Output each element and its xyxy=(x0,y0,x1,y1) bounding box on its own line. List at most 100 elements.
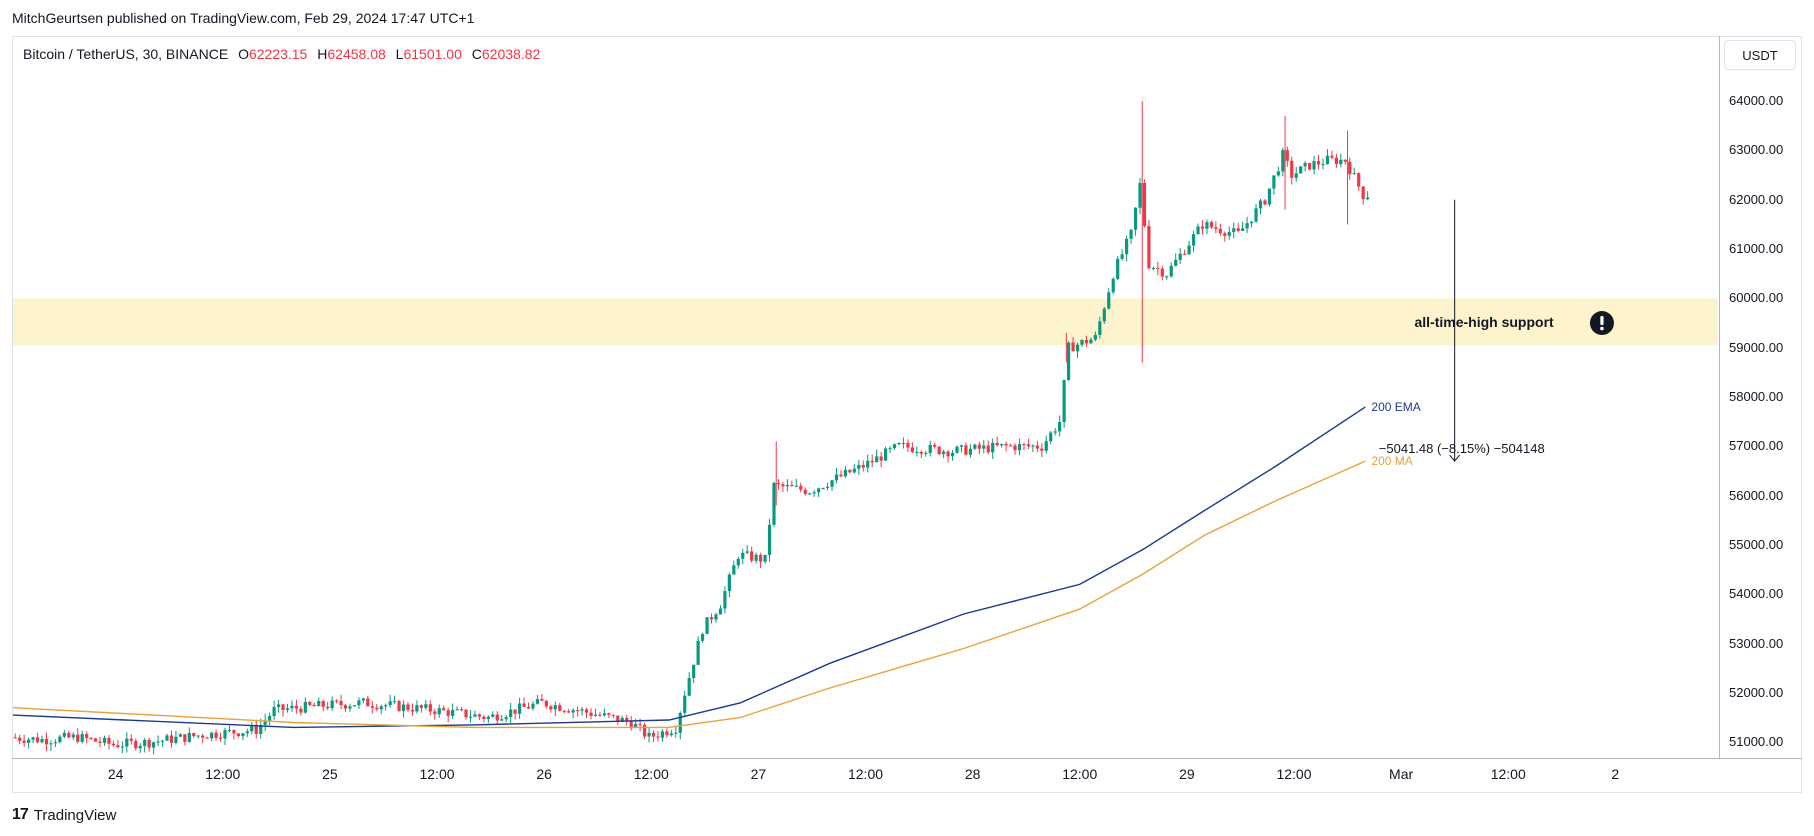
candle-body xyxy=(174,736,178,743)
candle-body xyxy=(241,733,245,737)
high-value: 62458.08 xyxy=(327,46,386,62)
candle-body xyxy=(451,709,455,716)
candle-body xyxy=(317,701,321,707)
candle-body xyxy=(1357,173,1361,187)
candle-body xyxy=(964,445,968,455)
candle-body xyxy=(808,493,812,495)
candle-body xyxy=(321,701,325,707)
tradingview-logo-icon: 17 xyxy=(12,806,29,823)
candle-body xyxy=(772,482,776,525)
candle-body xyxy=(982,445,986,449)
candle-body xyxy=(1227,232,1231,236)
candle-body xyxy=(111,743,116,746)
candle-body xyxy=(393,701,397,703)
candle-body xyxy=(1089,339,1093,344)
candle-body xyxy=(759,554,763,562)
candle-body xyxy=(468,716,473,718)
candle-body xyxy=(486,716,490,720)
candle-body xyxy=(1035,445,1039,449)
candle-body xyxy=(80,734,84,742)
candle-body xyxy=(817,488,821,493)
candle-body xyxy=(803,489,807,494)
candle-body xyxy=(1053,431,1057,433)
candle-body xyxy=(562,710,566,712)
candle-body xyxy=(437,708,441,715)
candle-body xyxy=(1361,186,1365,200)
candle-body xyxy=(49,743,53,745)
candle-body xyxy=(424,704,428,708)
candle-body xyxy=(290,705,294,709)
candle-body xyxy=(1299,166,1303,174)
candle-body xyxy=(642,724,647,737)
candle-body xyxy=(1066,342,1071,380)
candle-body xyxy=(1000,443,1004,446)
price-tick-label: 57000.00 xyxy=(1729,438,1784,454)
candle-body xyxy=(294,705,299,709)
exclamation-icon-bar xyxy=(1600,316,1604,326)
candle-body xyxy=(433,711,437,715)
candle-body xyxy=(214,732,218,738)
candle-body xyxy=(156,741,160,743)
candle-body xyxy=(187,733,191,742)
candle-body xyxy=(567,711,571,713)
candle-body xyxy=(883,448,888,461)
time-tick-label: 25 xyxy=(322,766,338,782)
candle-body xyxy=(160,740,165,742)
candle-body xyxy=(1281,150,1285,172)
price-tick-label: 53000.00 xyxy=(1729,635,1784,651)
candle-body xyxy=(500,719,504,721)
candle-body xyxy=(22,740,26,743)
candle-body xyxy=(1049,432,1053,442)
candle-body xyxy=(1223,233,1227,236)
candle-body xyxy=(62,732,66,737)
candle-body xyxy=(683,695,687,713)
candle-body xyxy=(1133,207,1138,230)
candle-body xyxy=(477,714,482,717)
candle-body xyxy=(875,456,879,463)
tradingview-logo[interactable]: 17 TradingView xyxy=(12,806,116,824)
candle-body xyxy=(85,734,89,739)
candle-body xyxy=(53,742,58,744)
candle-body xyxy=(330,700,334,709)
candle-body xyxy=(674,732,678,734)
candle-body xyxy=(1214,227,1218,229)
candle-body xyxy=(942,451,946,455)
candle-body xyxy=(589,712,593,716)
candle-body xyxy=(285,708,290,710)
candle-body xyxy=(1169,265,1173,277)
candle-body xyxy=(1285,150,1289,161)
candle-body xyxy=(201,735,205,738)
candle-body xyxy=(343,705,348,709)
candle-body xyxy=(303,701,307,713)
candle-body xyxy=(1267,188,1272,205)
candle-body xyxy=(634,723,638,728)
low-key: L xyxy=(395,46,404,62)
support-label: all-time-high support xyxy=(1414,314,1554,330)
series-label-ma: 200 MA xyxy=(1371,454,1412,468)
time-tick-label: 12:00 xyxy=(847,766,884,782)
symbol-legend[interactable]: Bitcoin / TetherUS, 30, BINANCE O62223.1… xyxy=(23,46,540,62)
price-tick-label: 58000.00 xyxy=(1729,389,1784,404)
candle-body xyxy=(1156,267,1160,269)
candle-body xyxy=(1031,445,1035,447)
candle-body xyxy=(1084,339,1089,344)
candle-body xyxy=(879,456,883,461)
candle-body xyxy=(1138,182,1142,208)
candle-body xyxy=(165,735,169,741)
candle-body xyxy=(339,701,343,706)
candle-body xyxy=(767,524,772,555)
currency-button[interactable]: USDT xyxy=(1724,40,1796,70)
candle-body xyxy=(1236,228,1240,231)
candle-body xyxy=(1075,344,1080,352)
candle-body xyxy=(263,720,267,725)
candle-body xyxy=(607,713,611,715)
candle-body xyxy=(281,704,285,710)
candle-body xyxy=(1013,445,1017,451)
candle-body xyxy=(1026,444,1031,447)
candle-body xyxy=(1107,292,1111,309)
candle-body xyxy=(526,706,531,709)
candle-body xyxy=(205,737,209,739)
candle-body xyxy=(1111,278,1115,293)
candle-body xyxy=(544,700,548,707)
